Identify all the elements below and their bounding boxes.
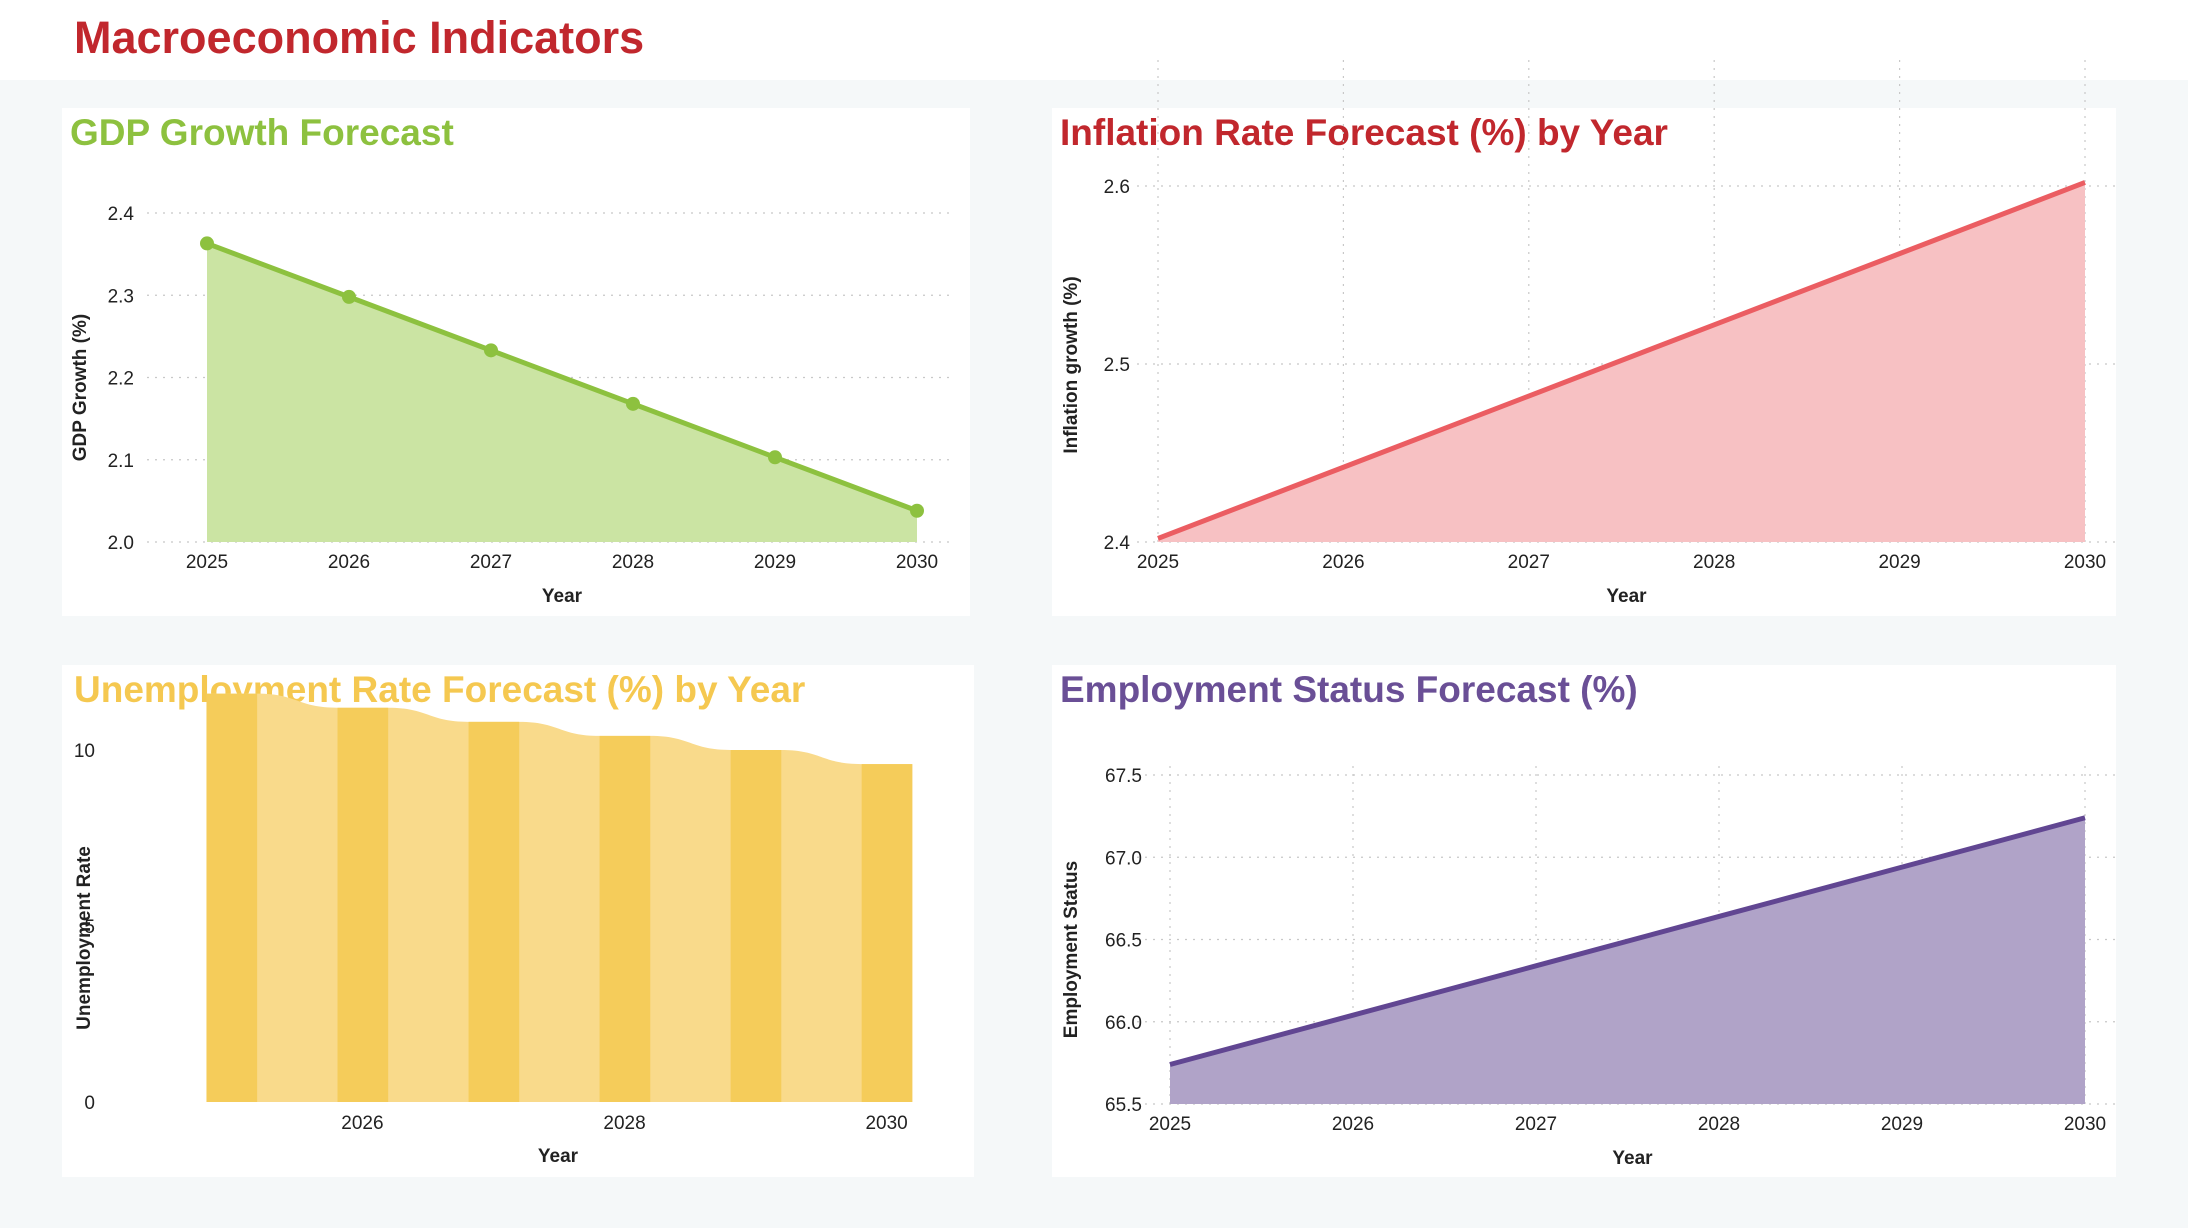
unemployment-chart-title: Unemployment Rate Forecast (%) by Year xyxy=(74,669,806,710)
gdp-point xyxy=(768,450,782,465)
unemployment-x-tick-label: 2028 xyxy=(603,1113,645,1134)
unemployment-y-tick-label: 10 xyxy=(74,741,95,762)
employment-x-tick-label: 2025 xyxy=(1149,1114,1191,1135)
employment-x-axis-title: Year xyxy=(1612,1148,1653,1169)
page-title: Macroeconomic Indicators xyxy=(74,12,645,63)
unemployment-chart-panel: Unemployment Rate Forecast (%) by Year 0… xyxy=(62,665,974,1177)
inflation-x-tick-label: 2025 xyxy=(1137,552,1179,573)
employment-y-axis-title: Employment Status xyxy=(1061,861,1082,1038)
gdp-chart-title: GDP Growth Forecast xyxy=(70,112,454,153)
employment-chart-panel: Employment Status Forecast (%) 65.5 66.0 6… xyxy=(1052,665,2120,1177)
unemployment-bar xyxy=(468,721,520,1102)
employment-line xyxy=(1169,815,2086,1067)
gdp-x-tick-label: 2030 xyxy=(896,552,938,573)
unemployment-y-tick-label: 5 xyxy=(84,917,95,938)
gdp-x-tick-label: 2026 xyxy=(328,552,370,573)
gdp-point xyxy=(910,503,924,518)
gdp-chart-plot: 2.0 2.1 2.2 2.3 2.4 2025 2026 2027 2028 2029 2030 Y… xyxy=(70,204,952,607)
inflation-x-tick-label: 2027 xyxy=(1508,552,1550,573)
gdp-x-tick-label: 2027 xyxy=(470,552,512,573)
gdp-point xyxy=(626,396,640,411)
inflation-line xyxy=(1157,180,2086,541)
gdp-point xyxy=(200,236,214,251)
employment-x-tick-label: 2026 xyxy=(1332,1114,1374,1135)
unemployment-bar xyxy=(337,707,389,1102)
unemployment-x-axis-title: Year xyxy=(538,1146,579,1167)
unemployment-y-axis-title: Unemployment Rate xyxy=(74,846,95,1030)
inflation-chart-title: Inflation Rate Forecast (%) by Year xyxy=(1060,112,1668,153)
unemployment-y-tick-label: 0 xyxy=(84,1093,95,1114)
gdp-y-axis-title: GDP Growth (%) xyxy=(70,314,91,461)
gdp-chart-panel: GDP Growth Forecast 2.0 2.1 2.2 2.3 2.4 2025 2… xyxy=(62,108,970,616)
inflation-x-axis-title: Year xyxy=(1606,586,1647,607)
unemployment-x-tick-label: 2030 xyxy=(865,1113,907,1134)
inflation-x-tick-label: 2029 xyxy=(1878,552,1920,573)
unemployment-bar xyxy=(861,764,913,1102)
employment-chart-title: Employment Status Forecast (%) xyxy=(1060,669,1638,710)
bottom-strip xyxy=(0,1228,2188,1232)
gdp-x-tick-label: 2029 xyxy=(754,552,796,573)
gdp-y-tick-label: 2.4 xyxy=(108,204,135,225)
gdp-y-tick-label: 2.0 xyxy=(108,533,134,554)
inflation-x-tick-label: 2030 xyxy=(2064,552,2106,573)
employment-y-tick-label: 67.5 xyxy=(1105,766,1142,787)
employment-x-tick-label: 2030 xyxy=(2064,1114,2106,1135)
employment-x-tick-label: 2028 xyxy=(1698,1114,1740,1135)
gdp-x-axis-title: Year xyxy=(542,586,583,607)
unemployment-x-tick-label: 2026 xyxy=(341,1113,383,1134)
employment-y-tick-label: 66.0 xyxy=(1105,1013,1142,1034)
unemployment-band xyxy=(206,693,913,1102)
inflation-chart-plot: 2.4 2.5 2.6 2025 2026 2027 2028 2029 2030 Year Inf… xyxy=(1061,57,2120,607)
inflation-chart-panel: Inflation Rate Forecast (%) by Year 2.4 2… xyxy=(1052,57,2120,616)
employment-y-tick-label: 65.5 xyxy=(1105,1095,1142,1116)
inflation-x-tick-label: 2028 xyxy=(1693,552,1735,573)
employment-y-tick-label: 66.5 xyxy=(1105,931,1142,952)
inflation-y-tick-label: 2.5 xyxy=(1104,355,1130,376)
gdp-line xyxy=(206,241,918,514)
gdp-x-tick-label: 2028 xyxy=(612,552,654,573)
gdp-area xyxy=(207,243,917,542)
employment-y-tick-label: 67.0 xyxy=(1105,848,1142,869)
gdp-y-tick-label: 2.1 xyxy=(108,451,134,472)
unemployment-bar xyxy=(730,750,782,1102)
inflation-y-tick-label: 2.4 xyxy=(1104,533,1131,554)
employment-area xyxy=(1170,817,2085,1104)
gdp-point xyxy=(484,343,498,358)
page-header: Macroeconomic Indicators xyxy=(0,0,2188,80)
unemployment-chart-plot: 0 5 10 2026 2028 2030 Year Unemployment Rate xyxy=(74,693,913,1167)
employment-x-tick-label: 2029 xyxy=(1881,1114,1923,1135)
gdp-point xyxy=(342,289,356,304)
inflation-x-tick-label: 2026 xyxy=(1322,552,1364,573)
gdp-y-tick-label: 2.3 xyxy=(108,286,134,307)
inflation-y-axis-title: Inflation growth (%) xyxy=(1061,276,1082,453)
unemployment-bar xyxy=(599,735,651,1102)
gdp-y-tick-label: 2.2 xyxy=(108,369,134,390)
employment-chart-plot: 65.5 66.0 66.5 67.0 67.5 2025 2026 2027 2028 2029… xyxy=(1061,765,2120,1169)
gdp-x-tick-label: 2025 xyxy=(186,552,228,573)
inflation-y-tick-label: 2.6 xyxy=(1104,177,1130,198)
unemployment-bar xyxy=(206,693,258,1102)
employment-x-tick-label: 2027 xyxy=(1515,1114,1557,1135)
